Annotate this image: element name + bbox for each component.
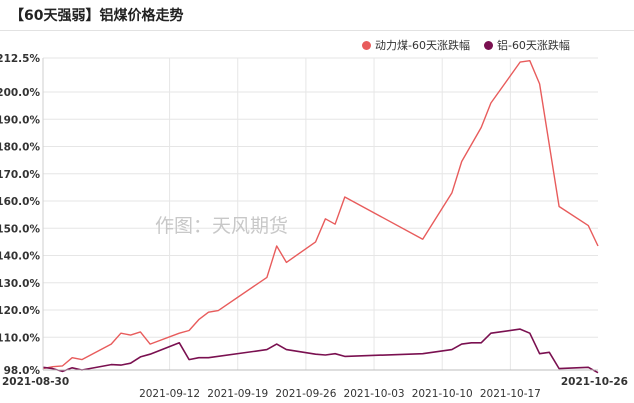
chart-title: 【60天强弱】铝煤价格走势 — [10, 8, 184, 24]
y-tick-label: 140.0% — [0, 251, 40, 263]
x-tick-label: 2021-08-30 — [2, 376, 69, 388]
legend-item-coal[interactable]: 动力煤-60天涨跌幅 — [362, 37, 470, 53]
legend-item-aluminum[interactable]: 铝-60天涨跌幅 — [483, 37, 570, 53]
y-tick-label: 190.0% — [0, 114, 40, 126]
y-tick-label: 130.0% — [0, 278, 40, 290]
x-tick-label: 2021-10-10 — [412, 388, 473, 400]
x-tick-label: 2021-10-26 — [561, 376, 628, 388]
x-axis-ticks: 2021-08-30 2021-09-12 2021-09-19 2021-09-26… — [2, 376, 628, 400]
legend-coal-label: 动力煤-60天涨跌幅 — [375, 39, 470, 52]
y-tick-label: 120.0% — [0, 305, 40, 317]
x-tick-label: 2021-09-26 — [275, 388, 336, 400]
series-line-coal — [42, 60, 599, 370]
grid — [43, 57, 598, 371]
y-tick-label: 170.0% — [0, 169, 40, 181]
y-tick-label: 110.0% — [0, 332, 40, 344]
legend-coal-marker — [362, 40, 371, 50]
y-tick-label: 212.5% — [0, 53, 40, 65]
x-tick-label: 2021-09-19 — [207, 388, 268, 400]
legend: 动力煤-60天涨跌幅 铝-60天涨跌幅 — [362, 37, 584, 53]
y-tick-label: 98.0% — [4, 365, 41, 377]
x-tick-label: 2021-09-12 — [139, 388, 200, 400]
y-axis-ticks: 98.0% 110.0% 120.0% 130.0% 140.0% 150.0% 160.0… — [0, 53, 40, 377]
axes — [42, 58, 598, 371]
legend-aluminum-marker — [483, 40, 493, 50]
title-divider — [0, 30, 634, 31]
series-line-aluminum — [42, 328, 599, 374]
legend-aluminum-label: 铝-60天涨跌幅 — [496, 39, 570, 52]
y-tick-label: 160.0% — [0, 196, 40, 208]
x-tick-label: 2021-10-03 — [344, 388, 405, 400]
y-tick-label: 200.0% — [0, 87, 40, 99]
watermark: 作图：天风期货 — [155, 215, 288, 237]
y-tick-label: 150.0% — [0, 223, 40, 235]
series-group — [42, 60, 599, 374]
x-tick-label: 2021-10-17 — [480, 388, 541, 400]
y-tick-label: 180.0% — [0, 142, 40, 154]
